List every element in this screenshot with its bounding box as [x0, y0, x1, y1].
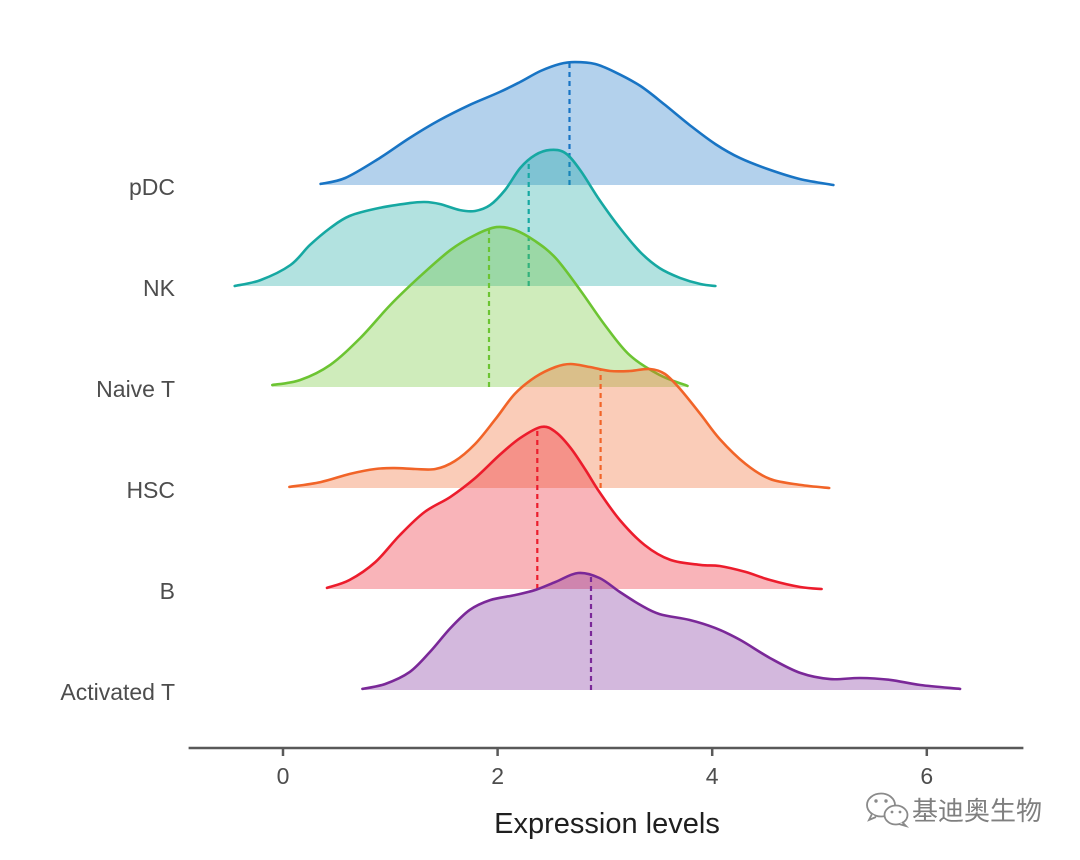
y-tick-label: B [160, 578, 175, 604]
ridge-b [325, 425, 823, 591]
density-area-hsc [289, 364, 830, 488]
x-tick-label: 4 [706, 763, 719, 789]
ridge-activated-t [361, 571, 962, 691]
ridges-layer [233, 60, 962, 691]
density-line-pdc [319, 60, 835, 187]
density-line-nk [233, 148, 717, 288]
wechat-eye [884, 799, 888, 803]
y-axis-labels: pDC NK Naive T HSC B Activated T [60, 174, 175, 705]
density-area-pdc [320, 62, 834, 185]
watermark-text: 基迪奥生物 [912, 797, 1042, 827]
density-line-b [325, 425, 823, 591]
x-axis: 0 2 4 6 Expression levels [188, 746, 1024, 840]
x-tick-marks [281, 748, 929, 756]
density-area-b [327, 426, 822, 589]
density-area-naive-t [272, 226, 688, 387]
wechat-bubble-small [883, 804, 909, 826]
y-tick-label: NK [143, 275, 176, 301]
wechat-bubble-small-tail [898, 821, 910, 828]
wechat-eye [890, 810, 894, 814]
density-area-nk [234, 149, 716, 286]
y-tick-label: pDC [129, 174, 175, 200]
x-tick-label: 6 [920, 763, 933, 789]
density-line-naive-t [271, 225, 689, 388]
wechat-bubble-large-tail [867, 813, 877, 822]
x-tick-label: 2 [491, 763, 504, 789]
x-axis-title: Expression levels [494, 808, 720, 840]
density-area-activated-t [362, 572, 961, 690]
wechat-icon [866, 792, 910, 828]
y-tick-label: Activated T [60, 679, 175, 705]
y-tick-label: Naive T [96, 376, 175, 402]
wechat-eye [898, 810, 902, 814]
ridge-pdc [319, 60, 835, 187]
ridge-hsc [288, 362, 831, 490]
y-tick-label: HSC [126, 477, 175, 503]
density-line-activated-t [361, 571, 962, 691]
ridge-nk [233, 148, 717, 288]
x-tick-label: 0 [277, 763, 290, 789]
density-line-hsc [288, 362, 831, 490]
ridge-naive-t [271, 225, 689, 388]
watermark: 基迪奥生物 [866, 792, 1042, 828]
wechat-eye [874, 799, 878, 803]
